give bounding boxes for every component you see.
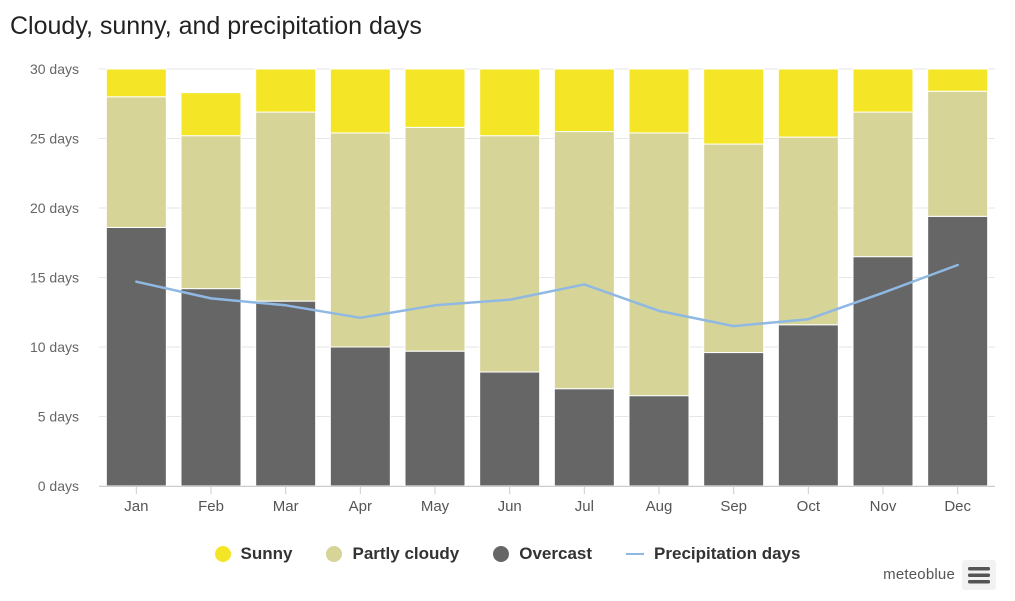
bar-sunny-apr <box>329 68 391 134</box>
meteoblue-credit[interactable]: meteoblue <box>883 566 955 583</box>
x-tick-label: May <box>421 498 450 515</box>
bar-overcast-dec <box>927 215 989 487</box>
x-tick-label: Jun <box>498 498 522 515</box>
bar-partly-cloudy-nov <box>852 111 914 258</box>
bar-sunny-jun <box>479 68 541 137</box>
legend-swatch-sunny <box>214 546 231 562</box>
y-tick-label: 0 days <box>38 478 79 494</box>
legend-swatch-precipitation-days <box>626 553 645 555</box>
y-tick-label: 25 days <box>30 131 79 147</box>
x-tick-label: Aug <box>646 498 673 515</box>
legend-label-overcast: Overcast <box>519 544 593 563</box>
bar-partly-cloudy-oct <box>777 136 839 326</box>
x-tick-label: Mar <box>273 498 299 515</box>
legend-label-partly-cloudy: Partly cloudy <box>352 544 460 563</box>
legend-swatch-partly-cloudy <box>326 546 343 562</box>
y-tick-label: 5 days <box>38 409 79 425</box>
legend-item-partly-cloudy[interactable]: Partly cloudy <box>326 544 459 564</box>
x-tick-label: Apr <box>349 498 372 515</box>
y-tick-label: 15 days <box>30 270 79 286</box>
bar-overcast-aug <box>628 395 690 487</box>
x-tick-label: Jul <box>575 498 594 515</box>
bar-partly-cloudy-feb <box>180 135 242 290</box>
x-tick-label: Nov <box>870 498 897 515</box>
x-tick-label: Feb <box>198 498 224 515</box>
bar-overcast-jul <box>553 388 615 487</box>
legend-item-precipitation-days[interactable]: Precipitation days <box>626 544 800 564</box>
bar-partly-cloudy-may <box>404 126 466 352</box>
precipitation-days-line <box>135 263 959 328</box>
bar-sunny-mar <box>255 68 317 113</box>
bar-partly-cloudy-jul <box>553 131 615 390</box>
bar-overcast-mar <box>255 300 317 487</box>
bar-sunny-sep <box>703 68 765 145</box>
y-tick-label: 10 days <box>30 339 79 355</box>
x-tick-label: Jan <box>124 498 148 515</box>
bar-sunny-jan <box>105 68 167 98</box>
bar-partly-cloudy-mar <box>255 111 317 302</box>
bar-partly-cloudy-jun <box>479 135 541 373</box>
y-tick-label: 20 days <box>30 200 79 216</box>
bar-sunny-feb <box>180 92 242 137</box>
bar-partly-cloudy-aug <box>628 132 690 397</box>
legend-swatch-overcast <box>493 546 510 562</box>
bar-overcast-nov <box>852 256 914 487</box>
bar-partly-cloudy-sep <box>703 143 765 354</box>
bar-overcast-sep <box>703 352 765 487</box>
bar-overcast-jun <box>479 371 541 487</box>
chart-title: Cloudy, sunny, and precipitation days <box>10 12 422 40</box>
chart-plot: 0 days 5 days 10 days 15 days 20 days 25 days… <box>30 61 995 515</box>
x-tick-label: Dec <box>944 498 971 515</box>
bar-overcast-apr <box>329 346 391 487</box>
bar-overcast-feb <box>180 288 242 487</box>
bar-overcast-jan <box>105 226 167 487</box>
y-tick-label: 30 days <box>30 61 79 77</box>
legend-item-sunny[interactable]: Sunny <box>214 544 293 564</box>
legend-label-sunny: Sunny <box>240 544 293 563</box>
bar-sunny-jul <box>553 68 615 133</box>
chart-menu-button[interactable] <box>962 560 996 590</box>
bar-sunny-dec <box>927 68 989 92</box>
chart-legend: Sunny Partly cloudy Overcast Precipitati… <box>0 541 1015 567</box>
bar-sunny-aug <box>628 68 690 134</box>
x-tick-label: Sep <box>720 498 747 515</box>
x-tick-label: Oct <box>797 498 821 515</box>
bar-sunny-oct <box>777 68 839 138</box>
bar-partly-cloudy-jan <box>105 96 167 228</box>
bar-partly-cloudy-dec <box>927 90 989 217</box>
legend-label-precipitation-days: Precipitation days <box>654 544 801 563</box>
bar-overcast-oct <box>777 324 839 487</box>
bar-overcast-may <box>404 350 466 487</box>
legend-item-overcast[interactable]: Overcast <box>493 544 592 564</box>
bar-sunny-nov <box>852 68 914 113</box>
hamburger-menu-icon <box>968 567 990 584</box>
bar-sunny-may <box>404 68 466 128</box>
